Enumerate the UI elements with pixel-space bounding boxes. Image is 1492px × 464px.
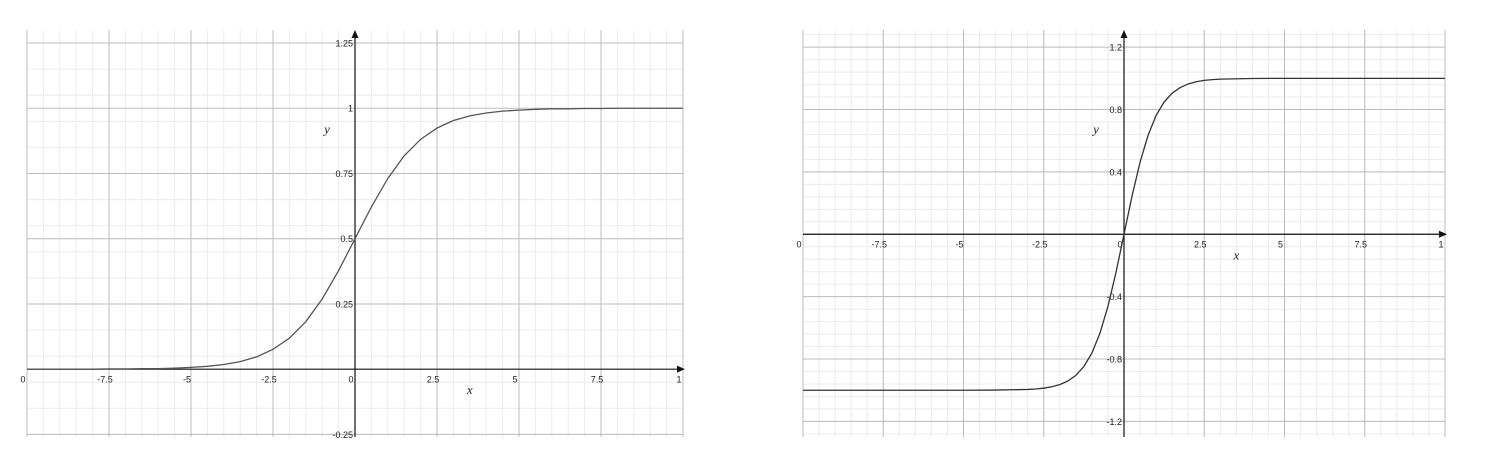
y-tick-label: 1.2	[1109, 43, 1122, 53]
x-tick-label: 0	[348, 375, 353, 385]
x-axis-arrow	[1439, 230, 1447, 238]
x-axis-title: x	[466, 382, 473, 397]
curve	[803, 77, 1445, 391]
y-axis-arrow	[351, 30, 359, 38]
y-tick-label: -0.25	[332, 430, 353, 440]
y-axis-title: y	[1091, 122, 1099, 137]
x-tick-label: -2.5	[261, 375, 277, 385]
y-tick-label: 0.5	[340, 234, 353, 244]
y-tick-label: -0.8	[1106, 354, 1122, 364]
x-tick-label: 1	[1438, 240, 1443, 250]
y-tick-label: -0.4	[1106, 292, 1122, 302]
curve	[27, 107, 683, 370]
y-axis-arrow	[1120, 30, 1128, 38]
x-tick-label: -5	[955, 240, 963, 250]
x-tick-label: -2.5	[1032, 240, 1048, 250]
x-axis-arrow	[677, 365, 685, 373]
y-tick-label: 0.75	[335, 169, 353, 179]
x-tick-label: -5	[183, 375, 191, 385]
y-tick-label: 0.4	[1109, 167, 1122, 177]
x-tick-label: 7.5	[1354, 240, 1367, 250]
x-tick-label: -7.5	[871, 240, 887, 250]
y-tick-label: 0.25	[335, 299, 353, 309]
x-tick-label: 5	[1278, 240, 1283, 250]
x-tick-label: -7.5	[97, 375, 113, 385]
y-axis-title: y	[322, 122, 330, 137]
y-tick-label: 1.25	[335, 38, 353, 48]
x-tick-label: 1	[676, 375, 681, 385]
x-axis-title: x	[1232, 247, 1239, 262]
x-tick-label: 0	[796, 240, 801, 250]
x-tick-label: 0	[1117, 240, 1122, 250]
y-tick-label: 0.8	[1109, 105, 1122, 115]
x-tick-label: 5	[512, 375, 517, 385]
x-tick-label: 2.5	[1194, 240, 1207, 250]
y-tick-label: -1.2	[1106, 417, 1122, 427]
x-tick-label: 0	[20, 375, 25, 385]
chart-panel: 0 -7.5 -5 -2.5 0 2.5 5 7.5 1 -1.2 -0.8 -0.4 0.4 0.8 1.…	[796, 30, 1447, 437]
y-tick-label: 1	[348, 104, 353, 114]
x-tick-label: 7.5	[591, 375, 604, 385]
x-tick-label: 2.5	[427, 375, 440, 385]
chart-panel: 0 -7.5 -5 -2.5 0 2.5 5 7.5 1 -0.25 0.25 0.5 0.75 1 1.2…	[20, 30, 685, 440]
